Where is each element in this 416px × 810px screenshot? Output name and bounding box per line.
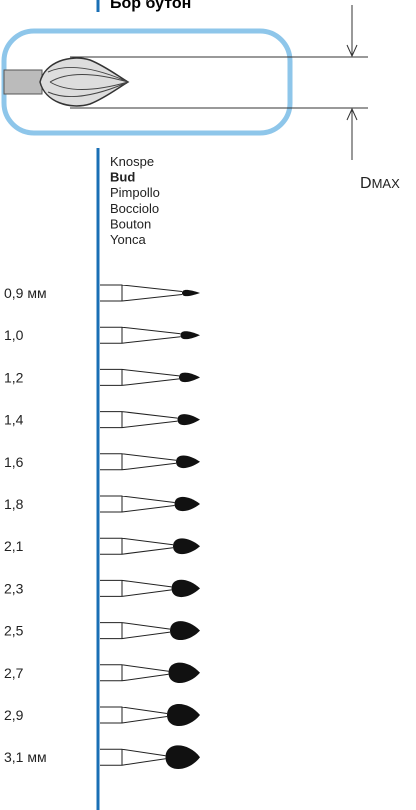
- dim-arrowhead: [346, 107, 358, 121]
- bur-shank: [100, 326, 181, 344]
- size-label: 3,1 мм: [4, 749, 47, 765]
- bur-shank: [100, 453, 177, 471]
- size-label: 2,1: [4, 538, 24, 554]
- bur-head: [180, 331, 200, 340]
- bur-head: [171, 579, 200, 598]
- bur-head: [177, 414, 200, 426]
- bur-shank: [100, 284, 183, 302]
- bur-photo: [3, 57, 130, 107]
- size-label: 2,5: [4, 623, 24, 639]
- bur-head: [167, 703, 200, 727]
- bur-shank: [100, 664, 169, 682]
- bur-shank: [100, 411, 178, 429]
- bur-head: [168, 662, 200, 684]
- size-label: 2,3: [4, 580, 24, 596]
- name: Yonca: [110, 232, 146, 247]
- bur-head: [173, 538, 200, 555]
- size-label: 1,8: [4, 496, 24, 512]
- name: Bouton: [110, 216, 151, 231]
- bur-head: [174, 496, 200, 512]
- dim-arrowhead: [346, 44, 358, 58]
- bur-shank: [100, 706, 168, 724]
- size-label: 1,2: [4, 369, 24, 385]
- dim-label-sub: MAX: [372, 176, 401, 191]
- name: Bud: [110, 170, 135, 185]
- size-label: 1,4: [4, 412, 24, 428]
- bur-shank: [100, 579, 172, 597]
- bur-shank: [100, 495, 175, 513]
- bur-head: [179, 372, 200, 383]
- size-label: 0,9 мм: [4, 285, 47, 301]
- size-label: 2,9: [4, 707, 24, 723]
- bur-shank: [100, 622, 171, 640]
- name: Pimpollo: [110, 185, 160, 200]
- size-label: 1,6: [4, 454, 24, 470]
- title: Бор бутон: [110, 0, 191, 12]
- bur-shank: [100, 368, 180, 386]
- name: Knospe: [110, 154, 154, 169]
- bur-head: [176, 455, 200, 469]
- bur-shank: [100, 748, 166, 766]
- name: Bocciolo: [110, 201, 159, 216]
- dim-label: DMAX: [360, 175, 400, 192]
- dim-label-main: D: [360, 175, 372, 192]
- bur-shank: [100, 537, 174, 555]
- size-label: 2,7: [4, 665, 24, 681]
- bur-head: [165, 745, 200, 770]
- bur-head: [182, 289, 200, 297]
- size-label: 1,0: [4, 327, 24, 343]
- bur-head: [170, 621, 200, 641]
